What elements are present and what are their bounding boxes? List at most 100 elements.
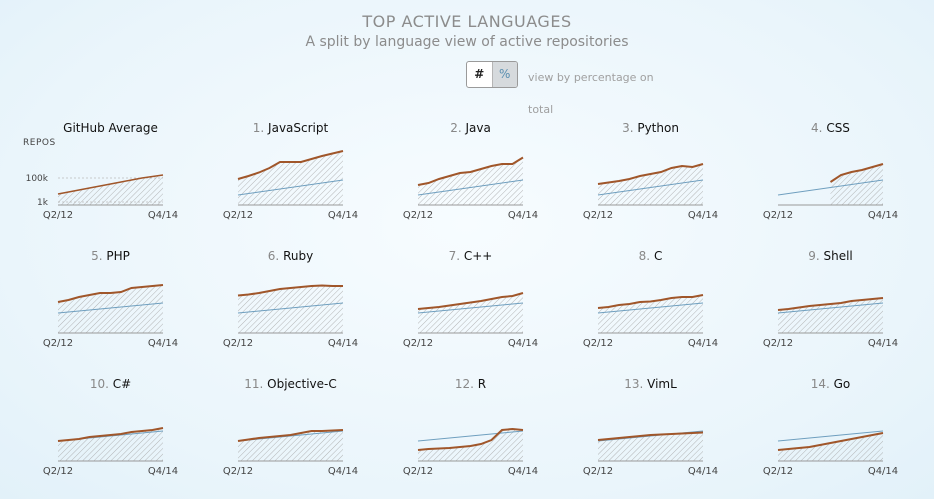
java-rank: 2. xyxy=(450,121,465,135)
percentage-view-button[interactable]: % xyxy=(491,62,517,87)
ruby-x-tick-start: Q2/12 xyxy=(223,338,253,349)
go-x-tick-start: Q2/12 xyxy=(763,466,793,477)
css-line xyxy=(829,163,884,183)
c--name: C++ xyxy=(464,249,493,263)
github-average-line xyxy=(57,174,164,195)
javascript-name: JavaScript xyxy=(267,121,328,135)
css-rank: 4. xyxy=(811,121,826,135)
go-line xyxy=(777,432,884,451)
page-title: TOP ACTIVE LANGUAGES xyxy=(362,12,572,31)
c--rank: 10. xyxy=(90,377,113,391)
java-x-tick-start: Q2/12 xyxy=(403,210,433,221)
javascript-average-line xyxy=(237,179,344,196)
c-rank: 8. xyxy=(639,249,654,263)
go-area xyxy=(778,433,883,461)
go-x-tick-end: Q4/14 xyxy=(868,466,898,477)
python-x-tick-start: Q2/12 xyxy=(583,210,613,221)
r-title: 12. R xyxy=(455,377,486,391)
c--average-line xyxy=(417,302,524,314)
c--x-tick-end: Q4/14 xyxy=(508,338,538,349)
viml-line xyxy=(597,431,704,441)
shell-rank: 9. xyxy=(808,249,823,263)
css-name: CSS xyxy=(826,121,850,135)
r-area xyxy=(418,429,523,461)
y-tick-label: 100k xyxy=(26,174,49,184)
c--rank: 7. xyxy=(449,249,464,263)
viml-area xyxy=(598,432,703,461)
ruby-name: Ruby xyxy=(283,249,313,263)
viml-title: 13. VimL xyxy=(624,377,677,391)
c--name: C# xyxy=(113,377,131,391)
go-title: 14. Go xyxy=(811,377,851,391)
python-line xyxy=(597,163,704,185)
view-toggle[interactable]: # % xyxy=(466,61,518,88)
c--line xyxy=(417,292,524,310)
shell-title: 9. Shell xyxy=(808,249,853,263)
r-name: R xyxy=(478,377,486,391)
css-x-tick-end: Q4/14 xyxy=(868,210,898,221)
php-name: PHP xyxy=(106,249,130,263)
r-x-tick-end: Q4/14 xyxy=(508,466,538,477)
c--x-tick-start: Q2/12 xyxy=(43,466,73,477)
go-rank: 14. xyxy=(811,377,834,391)
viml-x-tick-start: Q2/12 xyxy=(583,466,613,477)
javascript-area xyxy=(238,151,343,205)
y-axis-label: REPOS xyxy=(23,138,56,148)
go-average-line xyxy=(777,430,884,442)
php-line xyxy=(57,284,164,303)
github-average-title: GitHub Average xyxy=(63,121,158,135)
r-average-line xyxy=(417,430,524,442)
c--x-tick-end: Q4/14 xyxy=(148,466,178,477)
objective-c-x-tick-start: Q2/12 xyxy=(223,466,253,477)
c--line xyxy=(57,427,164,442)
count-view-button[interactable]: # xyxy=(474,67,485,81)
c-name: C xyxy=(654,249,662,263)
github-average-x-tick-start: Q2/12 xyxy=(43,210,73,221)
r-line xyxy=(417,427,524,451)
java-area xyxy=(418,157,523,205)
objective-c-x-tick-end: Q4/14 xyxy=(328,466,358,477)
percentage-description: view by percentage on total xyxy=(528,71,654,116)
php-x-tick-start: Q2/12 xyxy=(43,338,73,349)
python-x-tick-end: Q4/14 xyxy=(688,210,718,221)
java-average-line xyxy=(417,179,524,196)
c-x-tick-end: Q4/14 xyxy=(688,338,718,349)
ruby-area xyxy=(238,285,343,333)
javascript-x-tick-end: Q4/14 xyxy=(328,210,358,221)
shell-x-tick-start: Q2/12 xyxy=(763,338,793,349)
css-x-tick-start: Q2/12 xyxy=(763,210,793,221)
python-title: 3. Python xyxy=(622,121,679,135)
javascript-line xyxy=(237,150,344,180)
r-x-tick-start: Q2/12 xyxy=(403,466,433,477)
github-average-name: GitHub Average xyxy=(63,121,158,135)
shell-name: Shell xyxy=(823,249,852,263)
php-title: 5. PHP xyxy=(91,249,130,263)
c--area xyxy=(58,428,163,461)
php-average-line xyxy=(57,302,164,314)
shell-x-tick-end: Q4/14 xyxy=(868,338,898,349)
page-subtitle: A split by language view of active repos… xyxy=(305,34,629,50)
javascript-title: 1. JavaScript xyxy=(253,121,329,135)
java-line xyxy=(417,156,524,186)
ruby-x-tick-end: Q4/14 xyxy=(328,338,358,349)
java-x-tick-end: Q4/14 xyxy=(508,210,538,221)
c--title: 7. C++ xyxy=(449,249,493,263)
python-area xyxy=(598,164,703,205)
ruby-line xyxy=(237,284,343,297)
ruby-rank: 6. xyxy=(268,249,283,263)
github-average-x-tick-end: Q4/14 xyxy=(148,210,178,221)
c-average-line xyxy=(597,302,704,314)
y-tick-label: 1k xyxy=(37,198,49,208)
header: TOP ACTIVE LANGUAGES A split by language… xyxy=(0,12,934,52)
css-title: 4. CSS xyxy=(811,121,850,135)
ruby-title: 6. Ruby xyxy=(268,249,313,263)
c--area xyxy=(418,293,523,333)
objective-c-rank: 11. xyxy=(244,377,267,391)
java-name: Java xyxy=(464,121,490,135)
objective-c-line xyxy=(237,429,344,442)
viml-rank: 13. xyxy=(624,377,647,391)
viml-name: VimL xyxy=(647,377,677,391)
c-line xyxy=(597,294,704,309)
viml-x-tick-end: Q4/14 xyxy=(688,466,718,477)
css-average-line xyxy=(777,179,884,196)
